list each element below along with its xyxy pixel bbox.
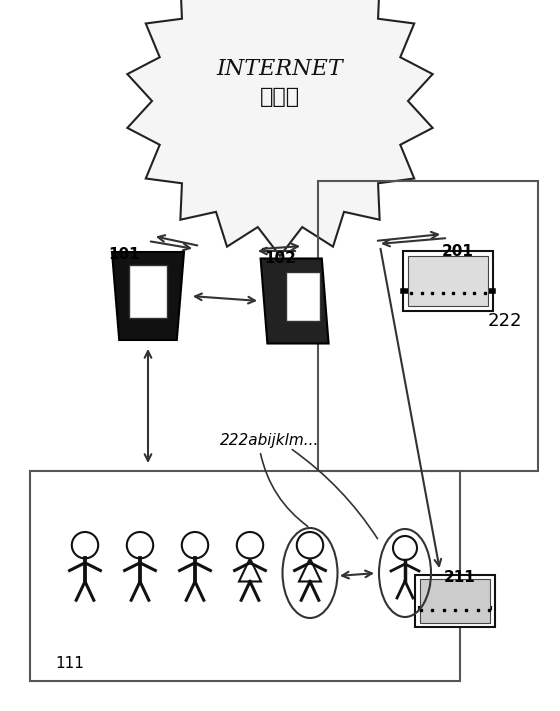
Bar — [420, 579, 490, 623]
Bar — [129, 265, 167, 318]
Text: 222: 222 — [488, 312, 522, 330]
Bar — [403, 251, 493, 311]
Circle shape — [393, 536, 417, 560]
Polygon shape — [127, 0, 433, 256]
Text: 222abijklm...: 222abijklm... — [220, 434, 320, 449]
Polygon shape — [260, 259, 329, 343]
Circle shape — [72, 532, 98, 558]
Bar — [318, 181, 538, 471]
Polygon shape — [299, 558, 321, 582]
Text: INTERNET
互联网: INTERNET 互联网 — [217, 58, 343, 108]
Bar — [408, 256, 488, 306]
Text: 201: 201 — [442, 243, 474, 259]
Polygon shape — [112, 252, 184, 340]
Text: 101: 101 — [109, 247, 140, 262]
Bar — [286, 272, 320, 321]
Text: 102: 102 — [264, 251, 296, 266]
Text: 211: 211 — [444, 570, 476, 584]
Text: 111: 111 — [55, 656, 85, 670]
Circle shape — [237, 532, 263, 558]
Bar — [415, 575, 495, 627]
Circle shape — [297, 532, 323, 558]
Polygon shape — [239, 558, 261, 582]
Circle shape — [182, 532, 208, 558]
Circle shape — [127, 532, 153, 558]
Bar — [30, 471, 460, 681]
